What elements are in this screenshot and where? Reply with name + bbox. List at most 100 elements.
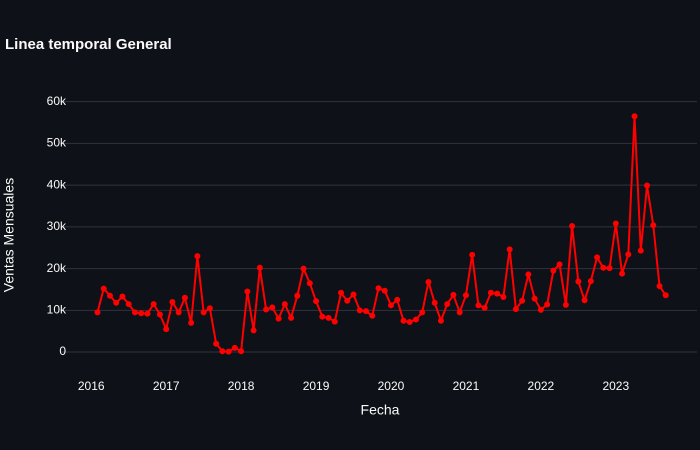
data-point: [387, 302, 394, 309]
data-point: [219, 348, 226, 355]
y-tick-label: 0: [59, 344, 66, 358]
series-line: [96, 116, 667, 353]
data-point: [100, 285, 107, 292]
data-point: [475, 302, 482, 309]
data-point: [225, 348, 232, 355]
x-tick-label: 2018: [228, 379, 255, 393]
data-point: [512, 306, 519, 313]
data-point: [637, 247, 644, 254]
data-point: [431, 299, 438, 306]
data-point: [319, 313, 326, 320]
data-point: [369, 312, 376, 319]
data-point: [481, 304, 488, 311]
data-point: [600, 264, 607, 271]
data-point: [650, 222, 657, 229]
data-point: [556, 261, 563, 268]
y-axis-label: Ventas Mensuales: [1, 178, 17, 292]
data-point: [425, 278, 432, 285]
x-tick-label: 2017: [153, 379, 180, 393]
data-point: [375, 285, 382, 292]
data-point: [144, 310, 151, 317]
data-point: [125, 301, 132, 308]
data-point: [594, 254, 601, 261]
y-tick-label: 50k: [47, 136, 67, 150]
data-point: [469, 251, 476, 258]
data-point: [462, 292, 469, 299]
data-point: [612, 220, 619, 227]
data-point: [662, 292, 669, 299]
data-point: [306, 280, 313, 287]
data-point: [106, 292, 113, 299]
data-point: [569, 223, 576, 230]
data-point: [213, 340, 220, 347]
data-point: [363, 308, 370, 315]
data-point: [175, 309, 182, 316]
data-point: [631, 113, 638, 120]
data-point: [238, 348, 245, 355]
data-point: [656, 283, 663, 290]
data-point: [113, 299, 120, 306]
data-point: [525, 271, 532, 278]
x-axis-label: Fecha: [361, 402, 400, 418]
data-point: [94, 309, 101, 316]
data-point: [437, 317, 444, 324]
data-point: [231, 344, 238, 351]
data-point: [275, 315, 282, 322]
y-tick-label: 30k: [47, 219, 67, 233]
data-point: [619, 270, 626, 277]
data-point: [313, 298, 320, 305]
data-point: [450, 291, 457, 298]
data-point: [350, 291, 357, 298]
data-point: [300, 265, 307, 272]
data-point: [456, 309, 463, 316]
data-point: [131, 309, 138, 316]
data-point: [487, 289, 494, 296]
data-point: [356, 307, 363, 314]
data-point: [562, 301, 569, 308]
data-point: [206, 305, 213, 312]
x-tick-label: 2021: [453, 379, 480, 393]
data-point: [400, 317, 407, 324]
data-point: [494, 290, 501, 297]
data-point: [531, 295, 538, 302]
data-point: [281, 301, 288, 308]
data-point: [181, 294, 188, 301]
data-point: [338, 289, 345, 296]
data-point: [325, 314, 332, 321]
data-point: [381, 287, 388, 294]
data-point: [419, 309, 426, 316]
data-point: [606, 265, 613, 272]
x-tick-label: 2020: [378, 379, 405, 393]
data-point: [256, 264, 263, 271]
data-point: [587, 278, 594, 285]
data-point: [138, 310, 145, 317]
y-tick-label: 20k: [47, 261, 67, 275]
data-point: [394, 296, 401, 303]
data-point: [412, 316, 419, 323]
data-point: [250, 327, 257, 334]
data-point: [119, 293, 126, 300]
data-point: [156, 311, 163, 318]
data-point: [244, 288, 251, 295]
x-tick-label: 2016: [78, 379, 105, 393]
data-point: [344, 297, 351, 304]
data-point: [537, 306, 544, 313]
data-point: [294, 292, 301, 299]
y-tick-label: 40k: [47, 177, 67, 191]
data-point: [263, 306, 270, 313]
data-point: [519, 297, 526, 304]
y-tick-label: 60k: [47, 94, 67, 108]
data-point: [188, 319, 195, 326]
data-point: [581, 297, 588, 304]
data-point: [269, 304, 276, 311]
data-point: [550, 267, 557, 274]
x-tick-label: 2022: [528, 379, 555, 393]
data-point: [644, 182, 651, 189]
data-point: [169, 298, 176, 305]
chart-title: Linea temporal General: [5, 36, 172, 53]
data-point: [500, 293, 507, 300]
data-point: [200, 309, 207, 316]
data-point: [575, 278, 582, 285]
